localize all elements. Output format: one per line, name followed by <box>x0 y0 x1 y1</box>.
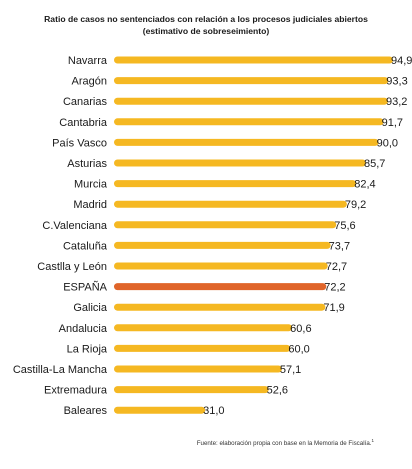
value-label-cataluna: 73,7 <box>329 240 350 252</box>
value-label-extremadura: 52,6 <box>267 385 288 397</box>
category-label-castlla-y-leon: Castlla y León <box>37 261 107 273</box>
value-label-cantabria: 91,7 <box>382 117 403 129</box>
chart-title-line-2: (estimativo de sobreseimiento) <box>142 26 270 36</box>
category-label-madrid: Madrid <box>73 199 107 211</box>
chart-title: Ratio de casos no sentenciados con relac… <box>0 13 412 37</box>
value-label-galicia: 71,9 <box>323 302 344 314</box>
chart-title-line-1: Ratio de casos no sentenciados con relac… <box>44 14 368 24</box>
bar-murcia <box>114 180 357 188</box>
bar-extremadura <box>114 386 269 394</box>
category-label-baleares: Baleares <box>64 405 108 417</box>
bar-pais-vasco <box>114 138 379 146</box>
value-label-aragon: 93,3 <box>386 76 407 88</box>
value-label-espana: 72,2 <box>324 282 345 294</box>
bar-castilla-la-mancha <box>114 365 282 373</box>
category-label-extremadura: Extremadura <box>44 385 108 397</box>
bar-navarra <box>114 56 394 64</box>
bar-la-rioja <box>114 344 291 352</box>
bar-castlla-y-leon <box>114 262 328 270</box>
bar-galicia <box>114 303 326 311</box>
value-label-madrid: 79,2 <box>345 199 366 211</box>
category-label-andalucia: Andalucia <box>59 323 108 335</box>
category-label-navarra: Navarra <box>68 55 108 67</box>
value-label-castilla-la-mancha: 57,1 <box>280 364 301 376</box>
footnote-marker: 1 <box>371 438 374 443</box>
category-label-canarias: Canarias <box>63 96 108 108</box>
category-label-castilla-la-mancha: Castilla-La Mancha <box>13 364 108 376</box>
category-label-galicia: Galicia <box>73 302 108 314</box>
bar-madrid <box>114 200 347 208</box>
category-label-murcia: Murcia <box>74 179 108 191</box>
value-label-c-valenciana: 75,6 <box>334 220 355 232</box>
category-label-la-rioja: La Rioja <box>67 343 108 355</box>
value-label-navarra: 94,9 <box>391 55 412 67</box>
bar-aragon <box>114 77 389 85</box>
value-label-asturias: 85,7 <box>364 158 385 170</box>
bar-baleares <box>114 406 206 414</box>
category-label-cataluna: Cataluña <box>63 240 108 252</box>
category-label-c-valenciana: C.Valenciana <box>42 220 107 232</box>
category-label-cantabria: Cantabria <box>59 117 108 129</box>
value-label-la-rioja: 60,0 <box>288 343 309 355</box>
value-label-murcia: 82,4 <box>354 179 375 191</box>
bar-canarias <box>114 97 389 105</box>
value-label-castlla-y-leon: 72,7 <box>326 261 347 273</box>
category-label-asturias: Asturias <box>67 158 107 170</box>
value-label-andalucia: 60,6 <box>290 323 311 335</box>
value-label-baleares: 31,0 <box>203 405 224 417</box>
category-label-aragon: Aragón <box>72 76 107 88</box>
value-label-pais-vasco: 90,0 <box>377 137 398 149</box>
bar-asturias <box>114 159 366 167</box>
category-label-espana: ESPAÑA <box>63 281 107 294</box>
bar-c-valenciana <box>114 221 337 229</box>
value-label-canarias: 93,2 <box>386 96 407 108</box>
source-text: Fuente: elaboración propia con base en l… <box>196 440 372 448</box>
source-note: Fuente: elaboración propia con base en l… <box>197 438 374 447</box>
bar-andalucia <box>114 324 293 332</box>
category-label-pais-vasco: País Vasco <box>52 137 107 149</box>
bar-cantabria <box>114 118 384 126</box>
bar-espana <box>114 283 327 291</box>
bar-cataluna <box>114 241 331 249</box>
